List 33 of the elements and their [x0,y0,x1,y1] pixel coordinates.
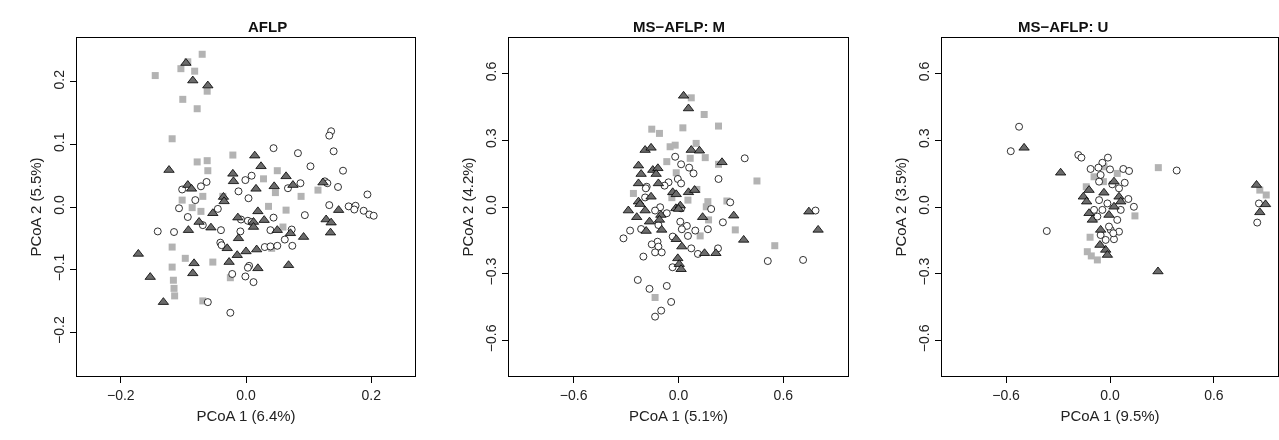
y-tick-label: 0.0 [916,194,933,215]
y-tick-label: 0.6 [916,61,933,82]
x-axis-title: PCoA 1 (6.4%) [196,406,296,424]
y-axis-title: PCoA 2 (3.5%) [891,157,909,257]
x-tick-label: 0.0 [236,386,256,403]
x-tick-label: 0.6 [1204,386,1224,403]
y-tick-label: −0.3 [916,257,933,286]
x-axis-title: PCoA 1 (9.5%) [1060,406,1160,424]
y-tick-label: −0.2 [51,316,68,344]
y-tick-label: 0.2 [51,69,68,90]
y-axis-title: PCoA 2 (4.2%) [458,157,476,257]
x-tick-label: −0.6 [992,386,1021,403]
chart-title: MS−AFLP: M [633,18,726,35]
y-axis-title: PCoA 2 (5.5%) [26,157,44,257]
x-tick-label: −0.2 [106,386,135,403]
y-tick-label: 0.6 [483,61,500,82]
x-tick-label: −0.6 [559,386,588,403]
y-tick-label: −0.3 [483,257,500,286]
y-tick-label: 0.0 [483,194,500,215]
x-tick-label: 0.0 [1100,386,1120,403]
chart-title: AFLP [248,18,288,35]
x-tick-label: 0.6 [773,386,794,403]
y-tick-label: 0.1 [51,132,68,153]
y-tick-label: 0.3 [483,128,500,148]
chart-title: MS−AFLP: U [1018,18,1109,35]
x-tick-label: 0.2 [361,386,382,403]
x-axis-title: PCoA 1 (5.1%) [628,406,729,424]
y-tick-label: −0.6 [483,324,500,353]
x-tick-label: 0.0 [668,386,689,403]
y-tick-label: −0.1 [51,253,68,282]
y-tick-label: −0.6 [916,324,933,353]
y-tick-label: 0.3 [916,128,933,148]
y-tick-label: 0.0 [51,194,68,215]
